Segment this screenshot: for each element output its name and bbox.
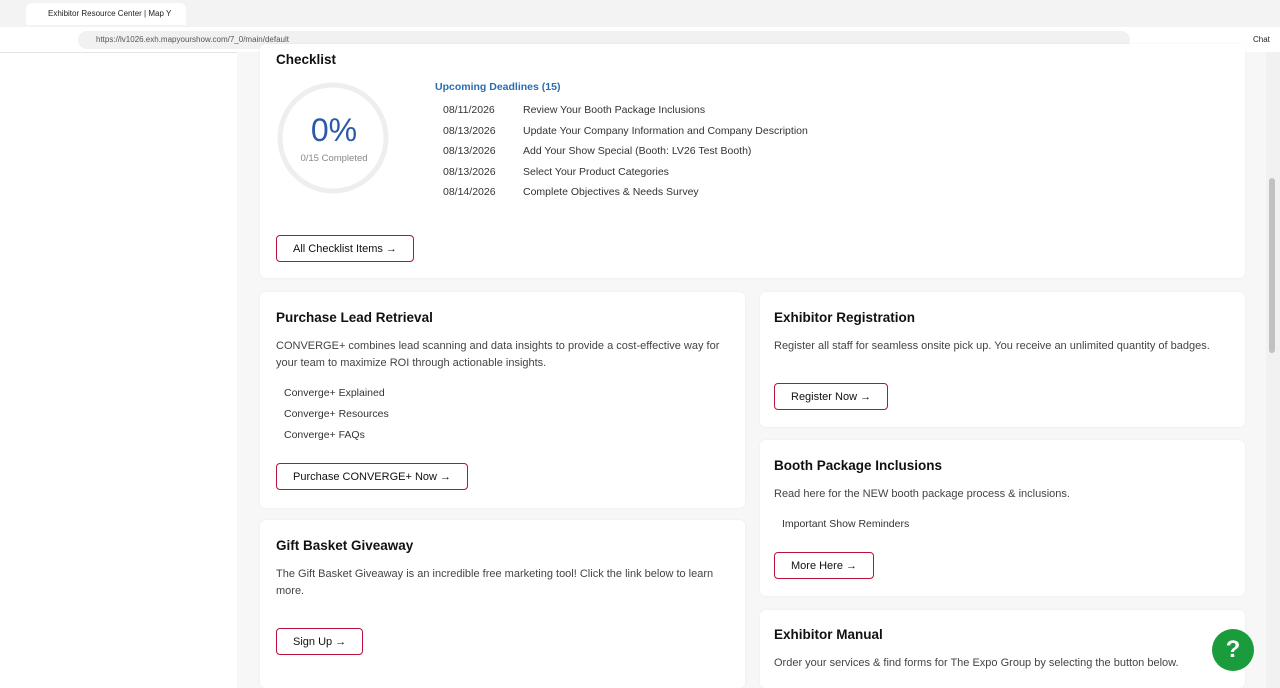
checklist-card xyxy=(260,44,1245,278)
deadline-task[interactable]: Update Your Company Information and Comp… xyxy=(523,124,808,137)
help-button[interactable]: ? xyxy=(1212,629,1254,671)
gift-card xyxy=(260,520,745,688)
chat-button[interactable]: Chat xyxy=(1253,35,1270,44)
button[interactable]: Purchase CONVERGE+ Now → xyxy=(276,463,469,490)
deadline-task[interactable]: Add Your Show Special (Booth: LV26 Test … xyxy=(523,145,752,157)
card-title: Gift Basket Giveaway xyxy=(276,538,414,553)
link[interactable]: Converge+ Explained xyxy=(284,387,385,399)
manual-card xyxy=(760,610,1245,688)
card-title: Purchase Lead Retrieval xyxy=(276,310,433,325)
link[interactable]: Important Show Reminders xyxy=(782,518,910,530)
scrollbar xyxy=(1266,52,1280,688)
card-title: Checklist xyxy=(276,52,337,67)
tab-bar xyxy=(0,0,1280,27)
link[interactable]: Converge+ FAQs xyxy=(284,429,365,441)
progress-caption: 0/15 Completed xyxy=(300,153,368,164)
button[interactable]: Register Now → xyxy=(774,383,889,410)
progress-ring xyxy=(277,82,389,194)
progress-percent: 0% xyxy=(310,112,358,148)
browser-tab[interactable]: Exhibitor Resource Center | Map Y xyxy=(26,3,186,25)
card-title: Exhibitor Manual xyxy=(774,627,883,642)
deadlines-title: Upcoming Deadlines (15) xyxy=(435,81,561,93)
card-title: Booth Package Inclusions xyxy=(774,458,943,473)
button[interactable]: All Checklist Items → xyxy=(276,235,414,262)
card-title: Exhibitor Registration xyxy=(774,310,916,325)
deadline-date: 08/14/2026 xyxy=(443,186,496,198)
ring-track xyxy=(277,82,389,194)
card-description: Read here for the NEW booth package proc… xyxy=(774,488,1070,500)
deadline-task[interactable]: Review Your Booth Package Inclusions xyxy=(523,104,706,116)
deadline-date: 08/13/2026 xyxy=(443,124,496,137)
card-description: Register all staff for seamless onsite p… xyxy=(774,340,1210,352)
link[interactable]: Converge+ Resources xyxy=(284,408,389,420)
button[interactable]: Sign Up → xyxy=(276,628,364,655)
deadline-date: 08/13/2026 xyxy=(443,165,496,178)
scrollbar-thumb[interactable] xyxy=(1269,178,1275,353)
card-description: The Gift Basket Giveaway is an incredibl… xyxy=(276,568,714,597)
deadline-date: 08/13/2026 xyxy=(443,145,496,157)
deadline-date: 08/11/2026 xyxy=(443,104,495,116)
card-description: Order your services & find forms for The… xyxy=(774,657,1179,669)
button[interactable]: More Here → xyxy=(774,552,875,579)
deadline-task[interactable]: Select Your Product Categories xyxy=(523,165,669,178)
deadline-task[interactable]: Complete Objectives & Needs Survey xyxy=(523,186,699,198)
card-description: CONVERGE+ combines lead scanning and dat… xyxy=(276,340,720,369)
